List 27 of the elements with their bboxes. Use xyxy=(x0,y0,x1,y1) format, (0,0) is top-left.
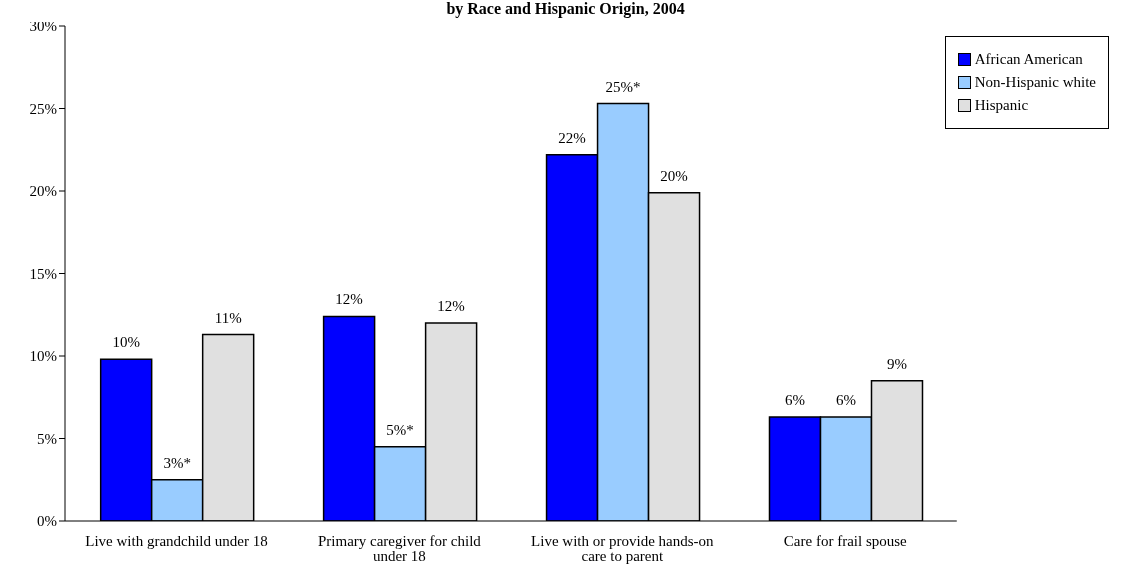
x-tick-label: Live with grandchild under 18 xyxy=(85,532,268,549)
data-label: 12% xyxy=(335,291,363,308)
y-tick-label: 10% xyxy=(29,348,57,365)
y-tick-label: 0% xyxy=(37,513,57,530)
chart-title: by Race and Hispanic Origin, 2004 xyxy=(445,0,686,18)
data-label: 10% xyxy=(112,334,140,351)
data-label: 11% xyxy=(214,309,242,326)
y-tick-label: 25% xyxy=(29,100,57,117)
x-tick-label: Live with or provide hands-on care to parent xyxy=(531,532,715,564)
data-label: 9% xyxy=(886,355,907,372)
y-tick-label: 30% xyxy=(29,18,57,35)
data-label: 5%* xyxy=(386,421,414,438)
x-tick-label: Care for frail spouse xyxy=(783,532,908,549)
data-label: 6% xyxy=(835,392,856,409)
y-tick-label: 5% xyxy=(37,430,57,447)
legend-label: African American xyxy=(974,51,1083,68)
data-label: 22% xyxy=(558,129,586,146)
data-label: 25%* xyxy=(605,78,641,95)
x-tick-label: Primary caregiver for child under 18 xyxy=(317,532,482,564)
data-label: 6% xyxy=(784,392,805,409)
legend-label: Hispanic xyxy=(974,97,1029,114)
data-label: 12% xyxy=(437,298,465,314)
y-tick-label: 15% xyxy=(29,265,57,282)
legend-label: Non-Hispanic white xyxy=(974,74,1096,91)
data-label: 3%* xyxy=(163,454,191,471)
data-label: 20% xyxy=(660,167,688,184)
y-tick-label: 20% xyxy=(29,183,57,200)
